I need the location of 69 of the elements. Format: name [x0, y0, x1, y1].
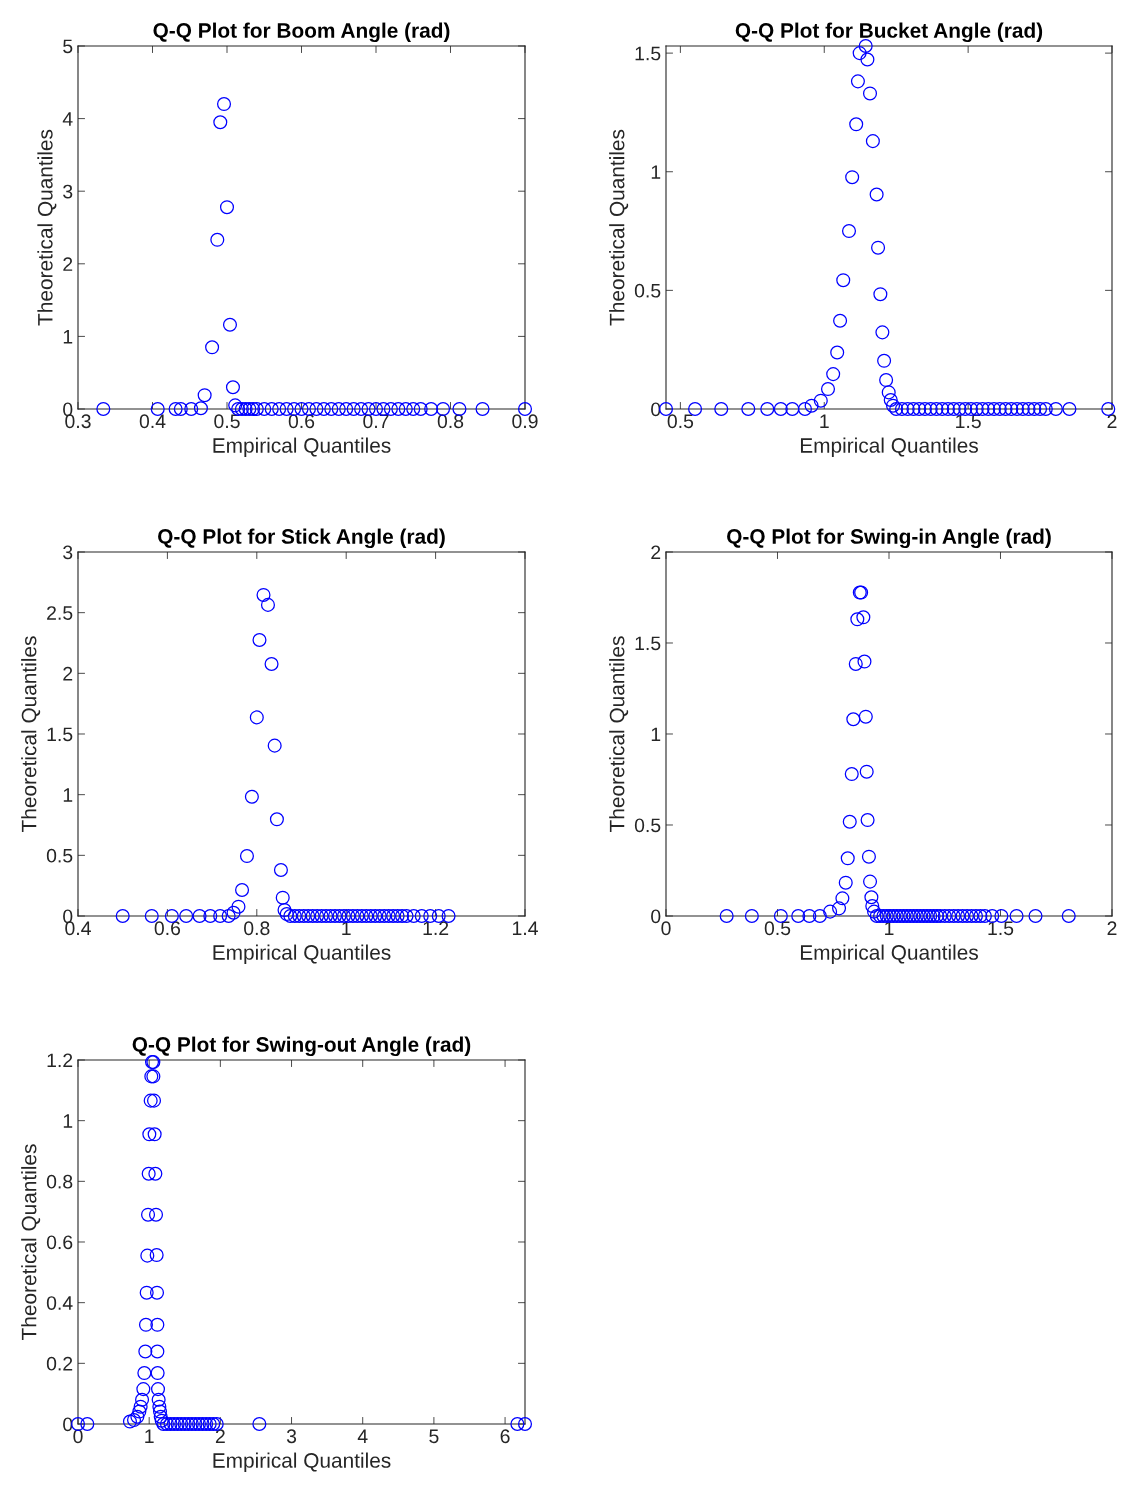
y-tick-label: 0.5 — [46, 848, 73, 863]
x-axis-title: Empirical Quantiles — [800, 944, 978, 964]
y-tick-label: 1 — [63, 1114, 73, 1128]
y-tick-label: 0.8 — [46, 1174, 73, 1189]
y-tick-label: 4 — [62, 112, 73, 126]
y-tick-label: 1.5 — [47, 727, 73, 742]
y-tick-label: 0 — [651, 402, 661, 417]
y-tick-label: 0.4 — [46, 1296, 73, 1310]
chart-title: Q-Q Plot for Bucket Angle (rad) — [735, 22, 1043, 43]
y-tick-label: 0 — [63, 1417, 73, 1432]
x-tick-label: 0.5 — [764, 921, 791, 936]
y-tick-label: 2 — [63, 666, 73, 681]
y-tick-label: 0.5 — [634, 283, 661, 298]
x-tick-label: 0.8 — [244, 921, 270, 936]
x-tick-label: 0.8 — [437, 414, 464, 429]
y-axis-title: Theoretical Quantiles — [609, 636, 629, 832]
y-tick-label: 2 — [63, 257, 73, 271]
y-tick-label: 0 — [651, 909, 661, 924]
x-tick-label: 0.5 — [214, 414, 240, 429]
y-tick-label: 1.2 — [47, 1053, 73, 1068]
x-tick-label: 1.4 — [512, 921, 538, 935]
y-tick-label: 5 — [63, 39, 73, 54]
x-tick-label: 0.9 — [512, 414, 538, 429]
x-tick-label: 1.5 — [956, 414, 981, 429]
chart-title: Q-Q Plot for Swing-in Angle (rad) — [727, 528, 1051, 549]
x-tick-label: 1 — [145, 1429, 154, 1443]
y-tick-label: 2.5 — [47, 606, 73, 620]
x-tick-label: 5 — [429, 1429, 439, 1444]
x-tick-label: 1.2 — [423, 921, 449, 935]
y-axis-title: Theoretical Quantiles — [21, 1144, 41, 1340]
x-tick-label: 0.4 — [139, 414, 166, 429]
y-tick-label: 0.6 — [46, 1235, 73, 1250]
y-tick-label: 1 — [63, 788, 73, 802]
x-tick-label: 0.6 — [154, 921, 181, 936]
x-tick-label: 1.5 — [988, 921, 1014, 936]
chart-title: Q-Q Plot for Boom Angle (rad) — [153, 22, 450, 43]
y-tick-label: 3 — [63, 545, 73, 560]
x-axis-title: Empirical Quantiles — [213, 944, 391, 964]
y-tick-label: 1 — [651, 165, 661, 179]
y-axis-title: Theoretical Quantiles — [21, 636, 41, 832]
x-tick-label: 2 — [1107, 921, 1117, 935]
x-axis-title: Empirical Quantiles — [800, 437, 978, 457]
y-tick-label: 1.5 — [635, 46, 661, 61]
y-tick-label: 0.5 — [634, 818, 661, 833]
y-tick-label: 3 — [63, 184, 73, 199]
y-tick-label: 0.2 — [46, 1356, 73, 1371]
x-axis-title: Empirical Quantiles — [213, 437, 391, 457]
y-axis-title: Theoretical Quantiles — [37, 129, 57, 326]
x-tick-label: 0.7 — [363, 414, 389, 429]
x-tick-label: 0.6 — [288, 414, 315, 429]
x-tick-label: 6 — [500, 1429, 510, 1444]
x-tick-label: 0 — [661, 921, 671, 936]
x-tick-label: 0 — [73, 1429, 83, 1444]
x-tick-label: 0.5 — [667, 414, 694, 429]
chart-title: Q-Q Plot for Swing-out Angle (rad) — [132, 1036, 471, 1057]
y-tick-label: 2 — [651, 545, 661, 560]
x-tick-label: 2 — [1107, 414, 1117, 428]
x-tick-label: 1 — [820, 414, 829, 428]
y-axis-title: Theoretical Quantiles — [609, 129, 629, 326]
chart-title: Q-Q Plot for Stick Angle (rad) — [158, 528, 445, 549]
x-tick-label: 2 — [215, 1429, 225, 1443]
y-tick-label: 1 — [63, 330, 73, 344]
x-tick-label: 3 — [286, 1429, 297, 1444]
x-tick-label: 4 — [357, 1429, 368, 1443]
y-tick-label: 1.5 — [635, 636, 661, 651]
x-axis-title: Empirical Quantiles — [213, 1452, 391, 1472]
x-tick-label: 1 — [342, 921, 351, 935]
x-tick-label: 1 — [885, 921, 894, 935]
y-tick-label: 1 — [651, 727, 661, 742]
